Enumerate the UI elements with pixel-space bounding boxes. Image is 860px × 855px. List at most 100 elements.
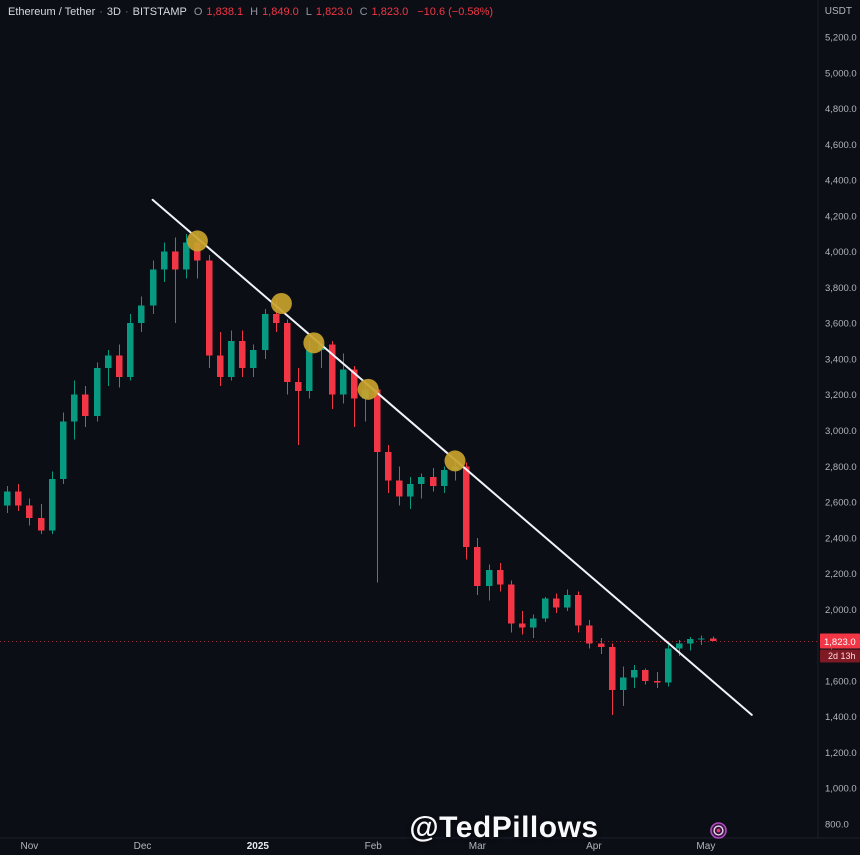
price-axis-label: 3,400.0	[825, 354, 857, 365]
candle-body	[497, 570, 504, 585]
candle-body	[631, 670, 638, 678]
price-axis-label: 2,000.0	[825, 605, 857, 616]
price-axis-label: 3,800.0	[825, 283, 857, 294]
candle-body	[396, 480, 403, 497]
candle-body	[194, 242, 201, 261]
candle-body	[105, 355, 112, 368]
symbol-title[interactable]: Ethereum / Tether	[8, 6, 96, 18]
price-axis-label: 2,600.0	[825, 498, 857, 509]
candle-body	[508, 584, 515, 624]
candle-body	[575, 595, 582, 626]
candle-body	[474, 546, 481, 587]
axes-layer[interactable]: 5,200.0 5,000.0 4,800.0 4,600.0 4,400.0 4,200…	[21, 33, 860, 853]
candle-body	[654, 680, 661, 683]
drawings-layer[interactable]	[151, 198, 753, 716]
high-label: H	[250, 6, 259, 18]
candle-body	[38, 518, 45, 531]
price-axis-label: 3,000.0	[825, 426, 857, 437]
candle-body	[217, 355, 224, 377]
candle-body	[82, 394, 89, 417]
time-axis-label: 2025	[247, 841, 270, 852]
candle-body	[430, 477, 437, 486]
candle-body	[239, 341, 246, 368]
candle-body	[306, 350, 313, 392]
candles-layer	[4, 231, 717, 715]
candle-body	[564, 595, 571, 608]
low-label: L	[305, 6, 312, 18]
close-label: C	[359, 6, 368, 18]
candle-body	[150, 269, 157, 306]
price-badge-label: 1,823.0	[824, 637, 856, 648]
time-axis-label: Nov	[21, 841, 39, 852]
candle-body	[15, 491, 22, 506]
candle-body	[262, 314, 269, 351]
countdown-badge	[820, 649, 860, 663]
trendline-touch-marker[interactable]	[186, 230, 208, 252]
close-value: 1,823.0	[371, 6, 409, 18]
candle-body	[49, 478, 56, 531]
candle-body	[553, 598, 560, 608]
candle-body	[620, 677, 627, 690]
separator: ·	[99, 6, 103, 18]
candle-body	[284, 323, 291, 383]
candle-body	[687, 638, 694, 644]
candle-body	[60, 421, 67, 479]
price-axis-label: 4,600.0	[825, 140, 857, 151]
candle-body	[710, 638, 717, 642]
candle-body	[463, 466, 470, 547]
trendline-touch-marker[interactable]	[270, 293, 292, 315]
candle-body	[642, 670, 649, 681]
price-axis-label: 3,600.0	[825, 319, 857, 330]
time-axis-label: Apr	[586, 841, 602, 852]
watermark: @TedPillows	[409, 811, 599, 844]
time-axis-label: Feb	[365, 841, 383, 852]
price-axis-label: 1,600.0	[825, 676, 857, 687]
candle-body	[94, 367, 101, 417]
candle-body	[486, 570, 493, 587]
candle-body	[273, 314, 280, 324]
candle-body	[385, 451, 392, 481]
price-axis-label: 4,000.0	[825, 247, 857, 258]
price-axis-label: 4,400.0	[825, 176, 857, 187]
price-axis-label: 4,200.0	[825, 211, 857, 222]
candle-body	[26, 505, 33, 519]
price-badge	[820, 633, 860, 649]
target-icon	[710, 822, 727, 839]
candle-body	[161, 251, 168, 270]
time-axis-label: May	[696, 841, 715, 852]
candle-body	[542, 598, 549, 619]
price-axis-label: 2,400.0	[825, 533, 857, 544]
candle-body	[206, 260, 213, 356]
currency-label[interactable]: USDT	[824, 6, 852, 17]
candle-body	[295, 382, 302, 392]
countdown-label: 2d 13h	[828, 651, 856, 661]
candle-body	[586, 625, 593, 644]
trendline-touch-marker[interactable]	[444, 450, 466, 472]
price-axis-label: 2,200.0	[825, 569, 857, 580]
timeframe-label[interactable]: 3D	[106, 6, 121, 18]
candle-body	[530, 618, 537, 628]
low-value: 1,823.0	[315, 6, 353, 18]
open-label: O	[193, 6, 203, 18]
candle-body	[441, 469, 448, 486]
price-axis-label: 3,200.0	[825, 390, 857, 401]
price-axis-label: 2,800.0	[825, 462, 857, 473]
candle-body	[183, 242, 190, 270]
price-axis-label: 5,000.0	[825, 68, 857, 79]
change-value: −10.6 (−0.58%)	[417, 6, 494, 18]
candle-body	[665, 648, 672, 683]
candle-body	[407, 484, 414, 497]
price-axis-label: 4,800.0	[825, 104, 857, 115]
candle-body	[351, 369, 358, 399]
price-axis-label: 5,200.0	[825, 33, 857, 44]
trendline-touch-marker[interactable]	[357, 378, 379, 400]
candle-body	[127, 323, 134, 377]
candle-body	[172, 251, 179, 270]
candle-body	[4, 491, 11, 506]
candle-body	[609, 646, 616, 690]
high-value: 1,849.0	[262, 6, 299, 18]
trendline-touch-marker[interactable]	[303, 332, 325, 354]
